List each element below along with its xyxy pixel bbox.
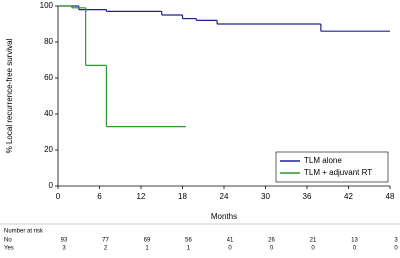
risk-count: 3 xyxy=(62,246,66,252)
x-tick-label: 18 xyxy=(178,192,187,201)
risk-count: 0 xyxy=(270,246,274,252)
x-tick-label: 36 xyxy=(303,192,312,201)
x-tick-label: 48 xyxy=(386,192,395,201)
y-tick-label: 0 xyxy=(49,181,54,190)
risk-count: 13 xyxy=(351,238,358,244)
y-tick-label: 20 xyxy=(44,145,53,154)
risk-row-label: Yes xyxy=(4,246,14,252)
risk-count: 93 xyxy=(61,238,68,244)
risk-count: 0 xyxy=(311,246,315,252)
risk-count: 1 xyxy=(145,246,149,252)
risk-count: 3 xyxy=(394,238,398,244)
risk-count: 56 xyxy=(185,238,192,244)
risk-count: 21 xyxy=(310,238,317,244)
x-tick-label: 30 xyxy=(261,192,270,201)
legend-box xyxy=(275,151,389,183)
x-tick-label: 0 xyxy=(56,192,61,201)
risk-count: 2 xyxy=(104,246,108,252)
risk-count: 26 xyxy=(268,238,275,244)
risk-table-title: Number at risk xyxy=(4,229,44,235)
legend-label: TLM alone xyxy=(304,156,342,165)
risk-row-label: No xyxy=(4,238,12,244)
x-tick-label: 42 xyxy=(344,192,353,201)
legend-label: TLM + adjuvant RT xyxy=(304,168,372,177)
x-tick-label: 6 xyxy=(97,192,102,201)
risk-count: 41 xyxy=(227,238,234,244)
x-axis-label: Months xyxy=(211,212,237,221)
x-tick-label: 12 xyxy=(137,192,146,201)
risk-count: 0 xyxy=(353,246,357,252)
y-tick-label: 100 xyxy=(40,1,54,10)
y-tick-label: 80 xyxy=(44,37,53,46)
risk-count: 1 xyxy=(187,246,191,252)
risk-count: 77 xyxy=(102,238,109,244)
risk-count: 69 xyxy=(144,238,151,244)
y-tick-label: 60 xyxy=(44,73,53,82)
risk-count: 0 xyxy=(394,246,398,252)
y-axis-label: % Local recurrence-free survival xyxy=(5,38,14,153)
x-tick-label: 24 xyxy=(220,192,229,201)
risk-count: 0 xyxy=(228,246,232,252)
y-tick-label: 40 xyxy=(44,109,53,118)
